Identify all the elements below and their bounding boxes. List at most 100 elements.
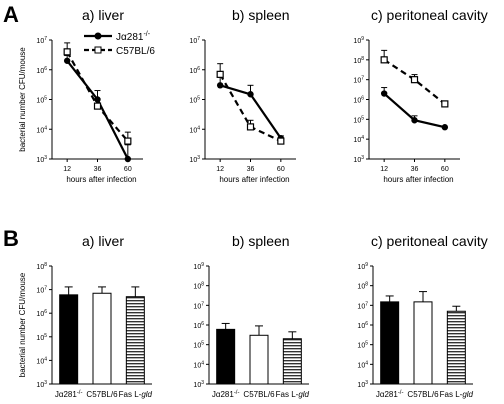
data-point-ja281 <box>441 124 449 131</box>
category-label: Jα281-/- <box>55 390 83 399</box>
x-axis-title: hours after infection <box>66 175 136 184</box>
y-tick-label: 105 <box>353 115 364 124</box>
data-point-c57bl6 <box>246 123 255 131</box>
x-tick-label: 60 <box>441 166 449 173</box>
x-axis-title: hours after infection <box>383 175 453 184</box>
y-tick-label: 108 <box>353 56 364 65</box>
category-label: C57BL/6 <box>243 390 275 399</box>
y-axis-title: bacterial number CFU/mouse <box>18 272 27 377</box>
category-label: Jα281-/- <box>212 390 240 399</box>
y-axis-title: bacterial number CFU/mouse <box>18 47 27 152</box>
y-tick-label: 107 <box>193 301 204 310</box>
y-tick-label: 107 <box>353 76 364 85</box>
y-tick-label: 103 <box>189 155 200 164</box>
panel-title: c) peritoneal cavity <box>371 7 488 23</box>
panel-title: b) spleen <box>232 233 290 249</box>
data-point-ja281 <box>380 90 388 97</box>
bar <box>92 292 112 385</box>
category-label: C57BL/6 <box>86 390 118 399</box>
y-tick-label: 104 <box>357 360 368 369</box>
y-tick-label: 109 <box>193 262 204 271</box>
data-point-c57bl6 <box>441 100 449 108</box>
bar-chart-3: Jα281-/- C57BL/6 Fas L-gld <box>55 286 153 399</box>
y-tick-label: 103 <box>36 380 47 389</box>
axes-1: 103 104 105 106 107 <box>189 36 296 164</box>
legend-label: C57BL/6 <box>116 46 155 57</box>
x-tick-label: 36 <box>94 166 102 173</box>
y-tick-label: 104 <box>353 135 364 144</box>
y-tick-label: 107 <box>189 36 200 45</box>
bar <box>282 338 302 385</box>
line-chart-1: 12 36 60 hours after infection <box>216 63 290 184</box>
bar <box>413 301 433 385</box>
x-tick-label: 12 <box>380 166 388 173</box>
x-tick-label: 36 <box>247 166 255 173</box>
data-point-ja281 <box>411 117 418 124</box>
y-tick-label: 104 <box>193 360 204 369</box>
data-point-c57bl6 <box>93 102 102 110</box>
y-tick-label: 107 <box>357 301 368 310</box>
series-line-c57bl6 <box>383 58 446 105</box>
y-tick-label: 103 <box>193 380 204 389</box>
bar <box>59 294 79 385</box>
y-tick-label: 105 <box>357 341 368 350</box>
y-tick-label: 105 <box>189 96 200 105</box>
data-point-c57bl6 <box>124 137 132 145</box>
y-tick-label: 107 <box>36 36 47 45</box>
y-tick-label: 105 <box>36 96 47 105</box>
y-tick-label: 109 <box>353 36 364 45</box>
x-tick-label: 12 <box>216 166 224 173</box>
bar <box>380 301 400 385</box>
category-label: Jα281-/- <box>376 390 404 399</box>
series-line-c57bl6 <box>219 73 282 143</box>
y-tick-label: 108 <box>193 282 204 291</box>
y-tick-label: 108 <box>357 282 368 291</box>
y-tick-label: 108 <box>36 262 47 271</box>
y-tick-label: 103 <box>353 155 364 164</box>
data-point-c57bl6 <box>380 56 388 64</box>
line-chart-0: 12 36 60 hours after infection <box>63 42 137 184</box>
bar-chart-5: Jα281-/- C57BL/6 Fas L-gld <box>376 291 474 399</box>
category-label: Fas L-gld <box>119 390 153 399</box>
x-tick-label: 36 <box>411 166 419 173</box>
legend-marker-square <box>94 46 102 54</box>
bar <box>125 296 145 385</box>
data-point-c57bl6 <box>216 70 224 78</box>
panel-title: c) peritoneal cavity <box>371 233 488 249</box>
y-tick-label: 106 <box>189 66 200 75</box>
y-tick-label: 105 <box>193 341 204 350</box>
data-point-c57bl6 <box>410 76 419 84</box>
legend: Jα281-/- C57BL/6 <box>84 31 155 57</box>
panel-title: a) liver <box>82 233 124 249</box>
y-tick-label: 106 <box>357 321 368 330</box>
x-axis-title: hours after infection <box>219 175 289 184</box>
y-tick-label: 103 <box>36 155 47 164</box>
bar <box>249 334 269 385</box>
bar <box>216 328 236 385</box>
charts-layer: a) liver 103 104 105 106 107 bacterial number … <box>18 7 488 399</box>
data-point-c57bl6 <box>277 137 285 145</box>
y-tick-label: 107 <box>36 286 47 295</box>
bar <box>446 310 466 385</box>
x-tick-label: 60 <box>124 166 132 173</box>
category-label: Fas L-gld <box>440 390 474 399</box>
axes-2: 103 104 105 106 107 108 109 <box>353 36 460 164</box>
panel-title: a) liver <box>82 7 124 23</box>
series-line-ja281 <box>66 60 129 160</box>
bar-chart-4: Jα281-/- C57BL/6 Fas L-gld <box>212 322 310 399</box>
y-tick-label: 104 <box>189 125 200 134</box>
y-tick-label: 109 <box>357 262 368 271</box>
line-chart-2: 12 36 60 hours after infection <box>380 49 454 184</box>
y-tick-label: 104 <box>36 125 47 134</box>
data-point-ja281 <box>216 82 224 89</box>
y-tick-label: 106 <box>36 309 47 318</box>
legend-label: Jα281-/- <box>116 31 151 43</box>
panel-letter-a: A <box>3 2 19 27</box>
data-point-ja281 <box>247 91 254 98</box>
y-tick-label: 104 <box>36 356 47 365</box>
category-label: C57BL/6 <box>407 390 439 399</box>
data-point-ja281 <box>124 155 132 163</box>
y-tick-label: 106 <box>36 66 47 75</box>
y-tick-label: 103 <box>357 380 368 389</box>
